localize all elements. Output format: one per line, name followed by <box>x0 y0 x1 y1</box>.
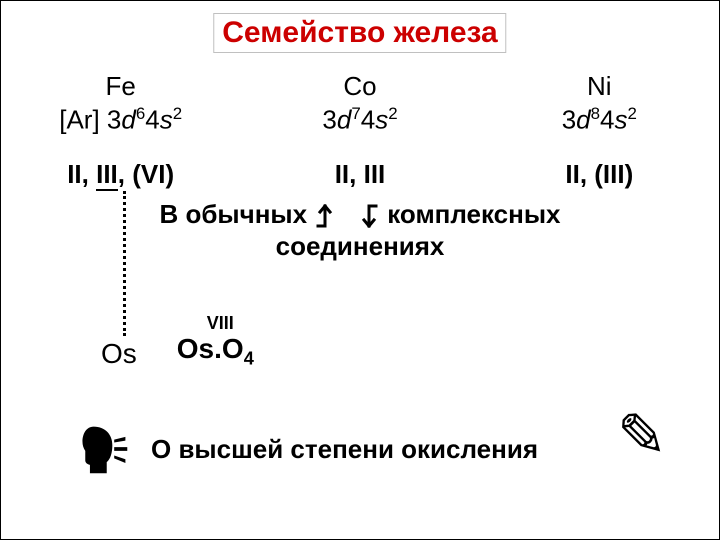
config-4s: 4s <box>145 105 172 135</box>
bottom-text: О высшей степени окисления <box>151 434 538 465</box>
pencil-icon: ✎ <box>617 401 667 471</box>
config-3d: 3d <box>562 105 591 135</box>
elements-row: Fe [Ar] 3d64s2 Co 3d74s2 Ni 3d84s2 <box>1 71 719 136</box>
element-col-ni: Ni 3d84s2 <box>480 71 719 136</box>
ox-part: II, (III) <box>565 159 633 189</box>
os-formula-dot: .O <box>214 333 244 364</box>
config-prefix: [Ar] <box>59 105 107 135</box>
config-d-sup: 6 <box>136 104 145 123</box>
config-4s: 4s <box>361 105 388 135</box>
ox-part: II, III <box>335 159 386 189</box>
electron-config: [Ar] 3d64s2 <box>1 104 240 136</box>
element-col-fe: Fe [Ar] 3d64s2 <box>1 71 240 136</box>
electron-config: 3d84s2 <box>480 104 719 136</box>
slide-page: { "title": { "text": "Семейство железа",… <box>0 0 720 540</box>
element-symbol: Ni <box>480 71 719 102</box>
config-s-sup: 2 <box>388 104 397 123</box>
os-row: Os VIII Os.O4 <box>101 333 254 370</box>
complex-pre: В обычных <box>159 199 314 229</box>
arrow-up-icon <box>358 204 380 228</box>
ox-part: II, <box>67 159 96 189</box>
bottom-row: О высшей степени окисления <box>75 421 538 477</box>
config-d-sup: 8 <box>591 104 600 123</box>
config-s-sup: 2 <box>628 104 637 123</box>
os-formula-sub: 4 <box>244 349 254 369</box>
ox-col-2: II, (III) <box>480 159 719 190</box>
config-3d: 3d <box>322 105 351 135</box>
electron-config: 3d74s2 <box>240 104 479 136</box>
config-3d: 3d <box>107 105 136 135</box>
config-s-sup: 2 <box>173 104 182 123</box>
os-symbol: Os <box>101 338 137 370</box>
complex-line-1: В обычных комплексных <box>1 199 719 230</box>
os-formula: VIII Os.O4 <box>177 333 254 370</box>
config-4s: 4s <box>600 105 627 135</box>
element-col-co: Co 3d74s2 <box>240 71 479 136</box>
speaking-head-icon <box>75 421 131 477</box>
element-symbol: Co <box>240 71 479 102</box>
ox-part: III <box>96 159 118 191</box>
ox-col-1: II, III <box>240 159 479 190</box>
oxidation-row: II, III, (VI) II, III II, (III) <box>1 159 719 190</box>
arrow-down-icon <box>314 204 336 228</box>
config-d-sup: 7 <box>351 104 360 123</box>
complex-line-2: соединениях <box>1 231 719 262</box>
dotted-connector <box>123 191 126 336</box>
os-viii: VIII <box>207 313 234 334</box>
complex-post: комплексных <box>387 199 560 229</box>
element-symbol: Fe <box>1 71 240 102</box>
page-title: Семейство железа <box>213 13 506 53</box>
os-formula-pre: Os <box>177 333 214 364</box>
ox-part: , (VI) <box>118 159 174 189</box>
ox-col-0: II, III, (VI) <box>1 159 240 190</box>
